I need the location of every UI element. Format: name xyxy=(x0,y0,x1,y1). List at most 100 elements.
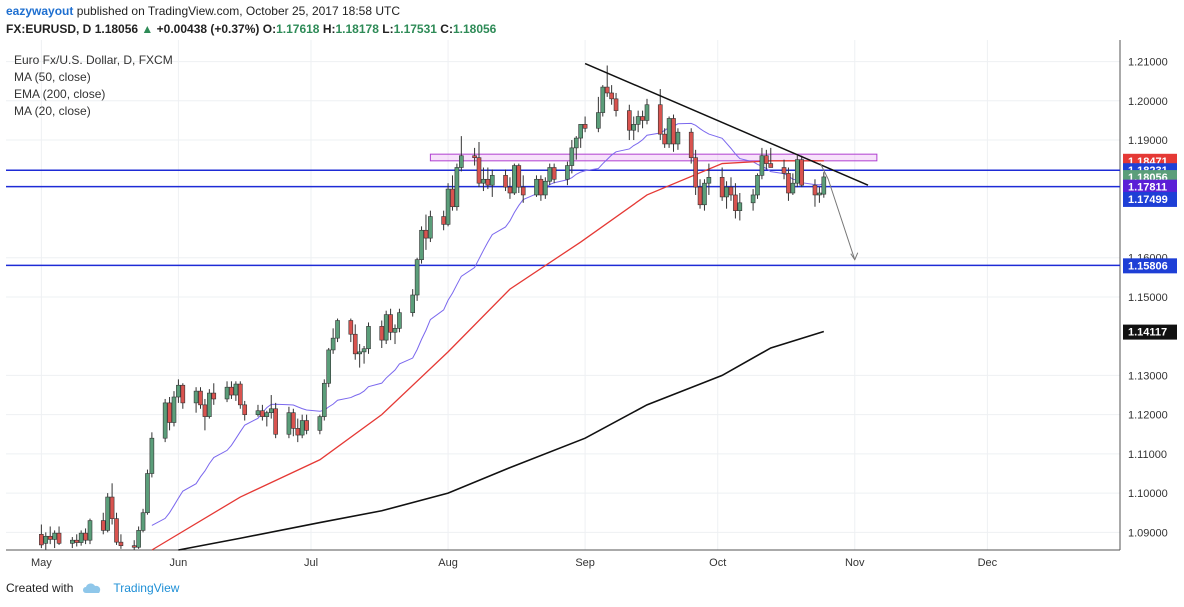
candle xyxy=(136,526,141,549)
candle xyxy=(291,408,296,437)
footer: Created with TradingView xyxy=(6,581,179,595)
candle xyxy=(489,169,495,197)
candle xyxy=(207,389,212,419)
price-tag: 1.17811 xyxy=(1123,179,1177,195)
price-tag-box xyxy=(1123,191,1177,207)
candle xyxy=(352,324,358,360)
price-tag-label: 1.17811 xyxy=(1128,182,1167,194)
high-value: 1.18178 xyxy=(335,22,379,36)
candle xyxy=(273,402,278,439)
y-tick-label: 1.11000 xyxy=(1128,449,1167,461)
candle xyxy=(149,432,155,478)
candle xyxy=(573,136,579,160)
candle xyxy=(268,395,274,419)
candle xyxy=(737,193,743,221)
candle xyxy=(551,163,557,184)
candle xyxy=(728,177,734,201)
price-tag-box xyxy=(1123,258,1177,274)
candle-body-down xyxy=(719,177,725,198)
candle xyxy=(162,398,168,443)
candle-body-down xyxy=(273,408,278,435)
candle xyxy=(503,169,508,192)
candle-body-down xyxy=(379,326,385,341)
candle-body-down xyxy=(180,384,186,404)
candle xyxy=(419,226,424,264)
candle xyxy=(260,404,265,421)
candle xyxy=(167,397,172,431)
candle-body-up xyxy=(357,351,362,355)
candle-body-down xyxy=(131,545,137,548)
candle-body-down xyxy=(237,383,243,406)
ema200-line xyxy=(178,330,825,551)
candle xyxy=(237,381,243,409)
candle-body-down xyxy=(388,314,393,333)
indicator-legend-item: EMA (200, close) xyxy=(14,87,105,101)
candle-body-down xyxy=(476,157,482,184)
candle-body-up xyxy=(414,259,420,296)
candle xyxy=(759,147,765,180)
candle-body-down xyxy=(56,532,62,544)
candle-body-up xyxy=(428,216,433,239)
candle-body-up xyxy=(794,159,800,184)
candle-body-down xyxy=(688,131,694,158)
candle xyxy=(211,383,217,405)
candle xyxy=(693,149,698,195)
candle-body-up xyxy=(361,348,367,353)
candle-body-up xyxy=(644,104,650,121)
resistance-zone xyxy=(429,153,878,162)
candle-body-up xyxy=(573,137,579,149)
candle xyxy=(114,512,119,545)
candle-body-up xyxy=(569,147,575,166)
candle xyxy=(565,161,570,186)
candle-body-up xyxy=(410,294,415,313)
candle-body-up xyxy=(264,412,270,417)
candle-body-down xyxy=(640,116,645,121)
candle xyxy=(675,128,681,150)
x-tick-label: Nov xyxy=(845,557,865,569)
price-tag-label: 1.15806 xyxy=(1128,260,1168,272)
candle-body-down xyxy=(812,184,818,196)
candle-body-up xyxy=(534,178,539,196)
candle-body-down xyxy=(627,110,632,131)
candle xyxy=(105,493,110,533)
price-tag-box xyxy=(1123,324,1177,340)
x-tick-label: Oct xyxy=(709,557,726,569)
y-tick-label: 1.12000 xyxy=(1128,410,1168,422)
candle-body-up xyxy=(724,186,729,198)
candle-body-down xyxy=(100,520,106,531)
candle xyxy=(43,532,49,550)
candle xyxy=(83,528,88,545)
candle-body-up xyxy=(383,314,389,341)
candle-body-up xyxy=(87,520,93,541)
projection-arrow-head xyxy=(850,252,859,261)
candle-body-up xyxy=(600,86,606,113)
price-chart[interactable]: 1.210001.200001.190001.160001.150001.130… xyxy=(0,40,1184,575)
candle xyxy=(441,210,446,231)
candle-body-up xyxy=(547,167,553,182)
candle-body-down xyxy=(582,124,588,129)
candle-body-down xyxy=(733,194,738,211)
candle-body-up xyxy=(162,402,168,439)
price-tag: 1.17499 xyxy=(1123,191,1177,207)
candle-body-up xyxy=(454,167,460,208)
candle-body-up xyxy=(565,165,570,180)
candle xyxy=(657,89,663,141)
candle-body-down xyxy=(167,402,172,423)
candle-body-down xyxy=(295,428,301,436)
publish-header: eazywayout published on TradingView.com,… xyxy=(6,4,400,18)
candle xyxy=(450,175,455,211)
candle xyxy=(379,320,385,348)
candle xyxy=(821,172,827,198)
candle-body-up xyxy=(635,116,641,125)
x-tick-label: Aug xyxy=(438,557,458,569)
candle xyxy=(242,400,248,421)
author-name[interactable]: eazywayout xyxy=(6,4,74,18)
candle xyxy=(768,147,774,168)
open-value: 1.17618 xyxy=(276,22,320,36)
x-tick-label: Jul xyxy=(304,557,318,569)
candle xyxy=(794,155,800,188)
tradingview-brand-link[interactable]: TradingView xyxy=(113,581,180,595)
candle-body-up xyxy=(52,532,57,540)
candle-body-down xyxy=(764,155,769,164)
candle-body-up xyxy=(706,177,712,184)
